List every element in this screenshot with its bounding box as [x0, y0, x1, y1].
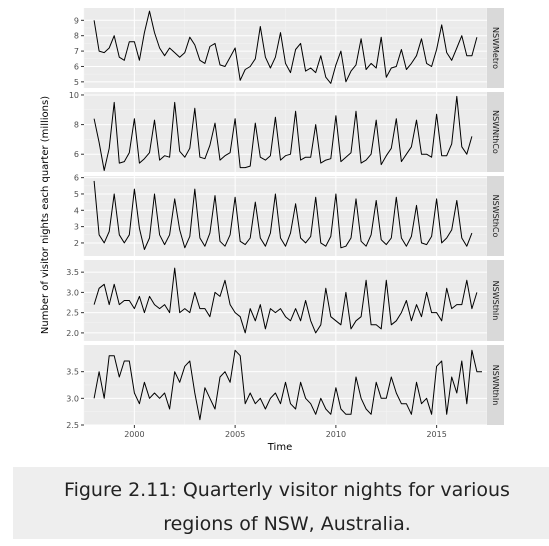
y-axis-title: Number of visitor nights each quarter (m… — [40, 96, 51, 334]
y-tick-label: 7 — [74, 47, 79, 56]
y-tick-label: 6 — [74, 62, 79, 71]
series-line-NSWSthCo — [93, 180, 473, 250]
y-tick-label: 6 — [74, 150, 79, 159]
faceted-line-chart: Number of visitor nights each quarter (m… — [40, 8, 504, 453]
x-tick-label: 2005 — [225, 430, 245, 439]
y-tick-label: 2.0 — [66, 329, 79, 338]
x-tick-label: 2000 — [124, 430, 144, 439]
series-line-NSWMetro — [93, 10, 478, 84]
y-tick-label: 2 — [74, 239, 79, 248]
series-line-NSWSthIn — [93, 267, 478, 334]
y-tick-label: 2.5 — [66, 309, 79, 318]
facet-panel-NSWNthIn: 2.5 3.0 3.5 NSWNthIn — [66, 345, 504, 430]
facet-strip — [487, 92, 504, 172]
y-tick-label: 3.0 — [66, 288, 79, 297]
y-tick-label: 8 — [74, 32, 79, 41]
y-tick-label: 3 — [74, 223, 79, 232]
x-tick-label: 2015 — [426, 430, 446, 439]
facet-strip — [487, 345, 504, 425]
y-tick-label: 9 — [74, 16, 79, 25]
y-tick-label: 2.5 — [66, 421, 79, 430]
x-axis-title: Time — [267, 442, 292, 453]
y-tick-label: 6 — [74, 174, 79, 183]
y-tick-label: 5 — [74, 78, 79, 87]
y-tick-label: 8 — [74, 121, 79, 130]
x-tick-label: 2010 — [326, 430, 346, 439]
y-tick-label: 3.5 — [66, 268, 79, 277]
y-tick-label: 3.0 — [66, 394, 79, 403]
figure-caption-text: Figure 2.11: Quarterly visitor nights fo… — [64, 479, 510, 535]
facet-strip — [487, 260, 504, 341]
facet-panel-NSWNthCo: 6 8 10 NSWNthCo — [69, 91, 504, 172]
y-tick-label: 3.5 — [66, 368, 79, 377]
facet-strip-label: NSWSthCo — [491, 195, 500, 238]
facet-strip — [487, 8, 504, 88]
series-line-NSWNthCo — [93, 95, 473, 171]
facet-strip-label: NSWMetro — [491, 27, 500, 69]
facet-panel-NSWSthCo: 2 3 4 5 6 NSWSthCo — [74, 174, 504, 256]
facet-strip-label: NSWNthIn — [491, 365, 500, 406]
facet-strip-label: NSWNthCo — [491, 110, 500, 154]
series-line-NSWNthIn — [93, 349, 482, 421]
facet-strip-label: NSWSthIn — [491, 281, 500, 321]
facet-panel-NSWSthIn: 2.0 2.5 3.0 3.5 NSWSthIn — [66, 260, 504, 341]
y-tick-label: 5 — [74, 190, 79, 199]
y-tick-label: 10 — [69, 91, 79, 100]
y-tick-label: 4 — [74, 206, 79, 215]
figure-caption: Figure 2.11: Quarterly visitor nights fo… — [13, 467, 549, 539]
facet-panel-NSWMetro: 5 6 7 8 9 NSWMetro — [74, 8, 504, 88]
facet-strip — [487, 176, 504, 256]
